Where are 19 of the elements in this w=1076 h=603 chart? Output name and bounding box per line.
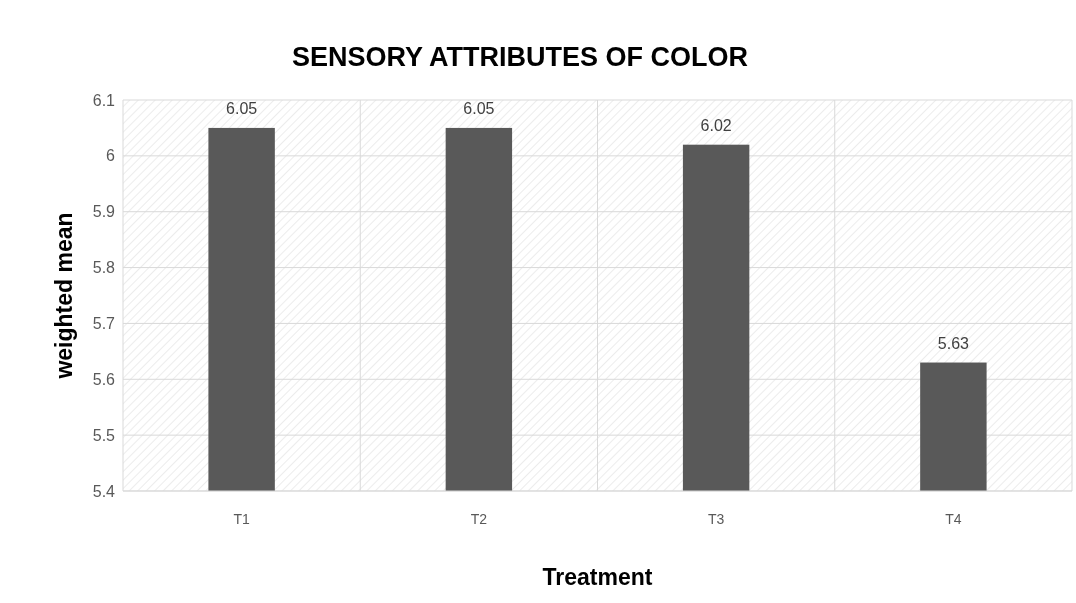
y-tick-label: 5.6 [92, 370, 116, 388]
y-tick-label: 5.7 [92, 315, 116, 333]
y-tick-label: 5.8 [92, 259, 116, 277]
x-tick-label: T2 [470, 511, 488, 527]
y-tick-label: 5.5 [92, 426, 116, 444]
y-tick-label: 6 [106, 147, 116, 165]
y-tick-label: 5.4 [92, 482, 116, 500]
data-label: 6.05 [463, 99, 495, 117]
data-label: 6.05 [226, 99, 258, 117]
data-label: 5.63 [937, 334, 970, 352]
y-axis-title: weighted mean [51, 212, 77, 380]
x-axis-title: Treatment [542, 564, 653, 590]
x-tick-label: T1 [233, 511, 250, 527]
data-label: 6.02 [700, 116, 732, 134]
y-tick-label: 5.9 [92, 203, 116, 221]
x-tick-label: T4 [945, 511, 962, 527]
y-tick-label: 6.1 [92, 91, 116, 109]
chart-title: SENSORY ATTRIBUTES OF COLOR [291, 42, 749, 72]
x-tick-label: T3 [707, 511, 725, 527]
